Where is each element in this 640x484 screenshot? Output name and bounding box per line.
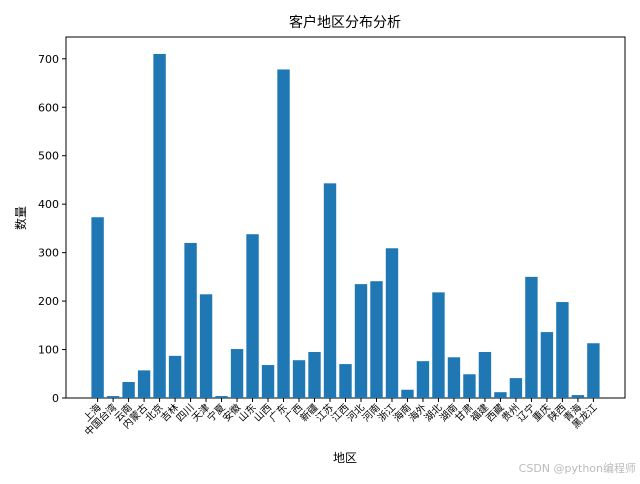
bar — [122, 382, 135, 398]
bar — [137, 370, 151, 398]
chart-title: 客户地区分布分析 — [289, 14, 401, 31]
bar — [385, 248, 399, 398]
bar — [277, 69, 290, 399]
bar — [370, 281, 383, 398]
bar — [308, 351, 321, 398]
bar — [509, 378, 523, 398]
bar — [199, 294, 213, 398]
y-tick-label: 200 — [38, 295, 59, 308]
bar — [91, 217, 104, 398]
bar — [106, 396, 120, 398]
y-tick-label: 600 — [38, 101, 59, 114]
bar — [184, 242, 197, 398]
bar — [339, 364, 352, 398]
y-axis-label: 数量 — [13, 206, 28, 230]
bar — [571, 395, 585, 398]
bar — [246, 234, 259, 398]
bar — [215, 396, 228, 398]
y-tick-label: 100 — [38, 344, 59, 357]
bar — [540, 332, 554, 398]
bar — [478, 351, 492, 398]
bar — [447, 357, 461, 398]
y-tick-label: 0 — [52, 392, 59, 405]
bar — [261, 365, 275, 398]
bar — [354, 284, 368, 398]
x-axis-label: 地区 — [333, 451, 357, 465]
y-tick-label: 300 — [38, 247, 59, 260]
bar — [292, 360, 306, 398]
bar — [556, 302, 569, 398]
bar — [230, 349, 244, 398]
bar — [153, 53, 166, 399]
bar — [463, 374, 476, 398]
bar — [401, 389, 414, 398]
bar — [416, 361, 430, 398]
watermark: CSDN @python编程师 — [519, 461, 636, 475]
bar — [525, 276, 538, 398]
y-tick-label: 400 — [38, 198, 59, 211]
bar — [587, 343, 600, 398]
y-tick-label: 500 — [38, 150, 59, 163]
bar — [494, 392, 507, 398]
bar — [168, 355, 182, 398]
y-tick-label: 700 — [38, 53, 59, 66]
bar — [432, 292, 445, 398]
bar — [323, 183, 337, 398]
